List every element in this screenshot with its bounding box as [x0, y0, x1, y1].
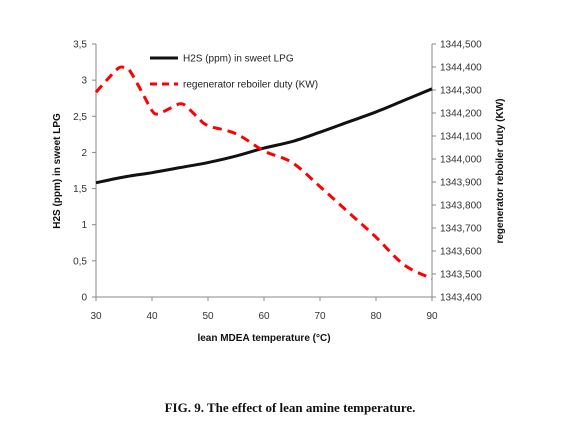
x-tick-labels: 30 40 50 60 70 80 90	[90, 297, 438, 322]
left-y-axis-label: H2S (ppm) in sweet LPG	[52, 113, 63, 229]
right-y-axis-label: regenerator reboiler duty (KW)	[495, 98, 506, 243]
x-tick-label: 90	[426, 311, 438, 322]
x-tick-label: 50	[202, 311, 214, 322]
right-y-tick-label: 1344,500	[440, 40, 482, 51]
left-y-tick-label: 0,5	[73, 256, 87, 267]
left-y-tick-label: 2,5	[73, 112, 87, 123]
right-y-tick-label: 1344,400	[440, 63, 482, 74]
x-tick-label: 80	[370, 311, 382, 322]
left-y-tick-label: 0	[81, 293, 87, 304]
right-y-tick-label: 1343,800	[440, 201, 482, 212]
series-line-reboiler-duty	[94, 65, 433, 280]
legend-label-h2s: H2S (ppm) in sweet LPG	[183, 54, 294, 65]
right-y-tick-label: 1343,900	[440, 178, 482, 189]
series-line-h2s	[95, 87, 433, 185]
right-y-tick-label: 1344,300	[440, 86, 482, 97]
x-tick-label: 40	[146, 311, 158, 322]
right-y-tick-label: 1344,000	[440, 155, 482, 166]
x-tick-label: 70	[314, 311, 326, 322]
left-y-tick-label: 3	[81, 76, 87, 87]
x-tick-label: 60	[258, 311, 270, 322]
right-y-tick-labels: 1343,400 1343,500 1343,600 1343,700 1343,800…	[432, 40, 482, 304]
legend-label-reboiler-duty: regenerator reboiler duty (KW)	[183, 80, 318, 91]
right-y-tick-label: 1343,400	[440, 293, 482, 304]
x-axis-label: lean MDEA temperature (°C)	[197, 333, 330, 344]
right-y-tick-label: 1343,600	[440, 247, 482, 258]
x-tick-label: 30	[90, 311, 102, 322]
series-layer	[94, 65, 433, 280]
left-y-tick-label: 2	[81, 148, 87, 159]
figure-caption: FIG. 9. The effect of lean amine tempera…	[164, 400, 416, 415]
legend: H2S (ppm) in sweet LPG regenerator reboi…	[150, 54, 318, 91]
left-y-tick-label: 1	[81, 220, 87, 231]
left-y-tick-label: 1,5	[73, 184, 87, 195]
left-y-tick-label: 3,5	[73, 40, 87, 51]
right-y-tick-label: 1343,500	[440, 270, 482, 281]
right-y-tick-label: 1343,700	[440, 224, 482, 235]
right-y-tick-label: 1344,200	[440, 109, 482, 120]
right-y-tick-label: 1344,100	[440, 132, 482, 143]
left-y-tick-labels: 0 0,5 1 1,5 2 2,5 3 3,5	[73, 40, 96, 304]
